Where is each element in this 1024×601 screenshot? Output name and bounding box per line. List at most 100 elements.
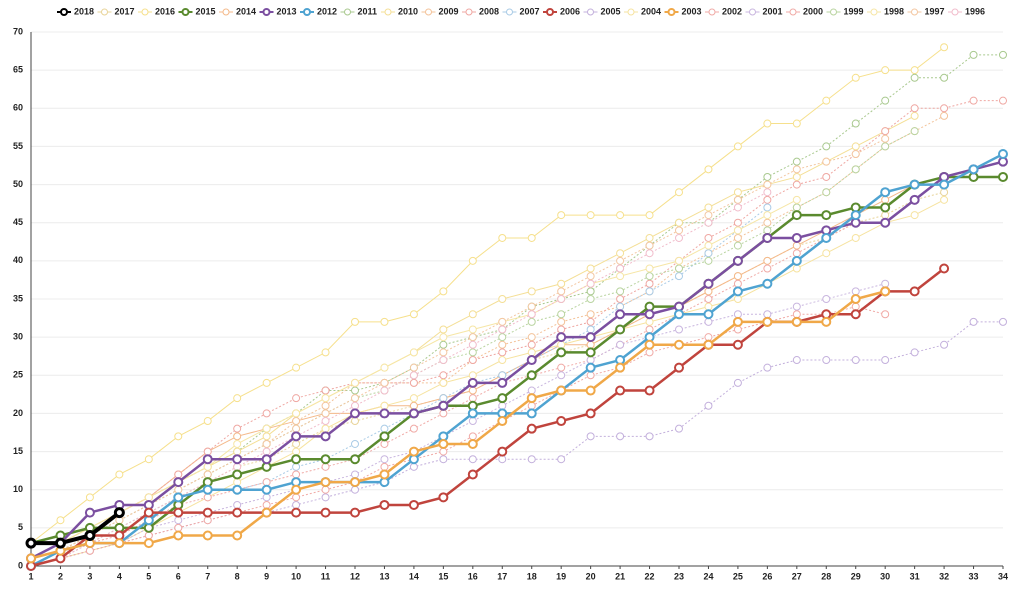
point (675, 226, 683, 235)
point (173, 477, 184, 488)
point (674, 339, 684, 350)
point (351, 394, 359, 403)
point (144, 455, 153, 464)
point (409, 394, 418, 403)
point (557, 371, 566, 380)
series-line (30, 306, 886, 567)
point (880, 202, 891, 213)
legend-label: 1996 (965, 6, 985, 16)
point (527, 310, 536, 319)
point (763, 195, 772, 204)
point (762, 278, 773, 289)
point (792, 180, 801, 189)
point (675, 256, 683, 265)
point (704, 233, 713, 242)
point (233, 500, 242, 509)
point (498, 317, 507, 326)
point (321, 485, 330, 494)
x-tick-label: 15 (438, 571, 448, 581)
point (468, 325, 477, 334)
point (468, 348, 477, 357)
legend-swatch (222, 8, 230, 16)
series-line (30, 115, 945, 567)
legend-label: 1998 (884, 6, 904, 16)
point (526, 355, 537, 366)
legend-label: 2014 (236, 6, 256, 16)
legend-label: 2015 (196, 6, 216, 16)
legend-swatch (546, 8, 554, 16)
point (940, 195, 949, 204)
point (763, 119, 772, 128)
point (909, 286, 920, 297)
point (173, 492, 184, 503)
point (409, 378, 418, 387)
point (292, 363, 301, 372)
point (586, 272, 595, 281)
point (792, 249, 801, 258)
legend-item: 2002 (705, 6, 742, 16)
point (704, 295, 713, 303)
point (792, 119, 801, 128)
point (999, 317, 1007, 326)
point (880, 217, 891, 228)
y-tick-label: 65 (13, 65, 23, 75)
point (262, 478, 271, 487)
legend-item: 1999 (826, 6, 864, 16)
point (351, 485, 359, 494)
point (262, 378, 271, 387)
point (321, 394, 330, 403)
point (261, 454, 272, 465)
legend-swatch (344, 8, 351, 16)
point (438, 400, 449, 411)
point (822, 142, 831, 151)
y-tick-label: 20 (13, 408, 23, 418)
point (321, 417, 330, 426)
point (616, 295, 625, 303)
legend: 2018 2017 2016 2015 2014 2013 2012 2011 2010 2009… (57, 6, 985, 16)
point (733, 226, 742, 235)
point (704, 287, 713, 296)
point (675, 424, 683, 433)
point (468, 356, 477, 365)
point (733, 195, 742, 204)
point (497, 416, 508, 427)
point (174, 470, 183, 479)
point (586, 317, 595, 326)
point (380, 462, 389, 471)
point (557, 279, 566, 288)
point (527, 317, 536, 326)
point (292, 493, 301, 502)
point (675, 188, 683, 197)
point (380, 378, 389, 387)
point (203, 462, 212, 471)
point (174, 432, 183, 441)
point (232, 454, 243, 465)
point (84, 507, 95, 518)
point (645, 211, 654, 220)
point (763, 218, 772, 227)
x-tick-label: 30 (880, 571, 890, 581)
legend-item: 2009 (421, 6, 459, 16)
point (143, 507, 154, 518)
series-line (30, 267, 945, 568)
series-line (30, 207, 768, 567)
point (763, 226, 772, 235)
point (762, 232, 773, 243)
point (763, 172, 772, 181)
point (173, 530, 184, 541)
x-tick-label: 13 (379, 571, 389, 581)
point (998, 149, 1008, 160)
x-tick-label: 3 (87, 571, 92, 581)
point (85, 493, 94, 502)
point (822, 157, 831, 166)
series-line (30, 46, 945, 544)
point (733, 295, 742, 303)
point (615, 309, 626, 320)
point (144, 493, 153, 502)
point (732, 316, 743, 327)
point (380, 424, 389, 433)
legend-swatch (870, 8, 878, 16)
point (467, 438, 478, 449)
